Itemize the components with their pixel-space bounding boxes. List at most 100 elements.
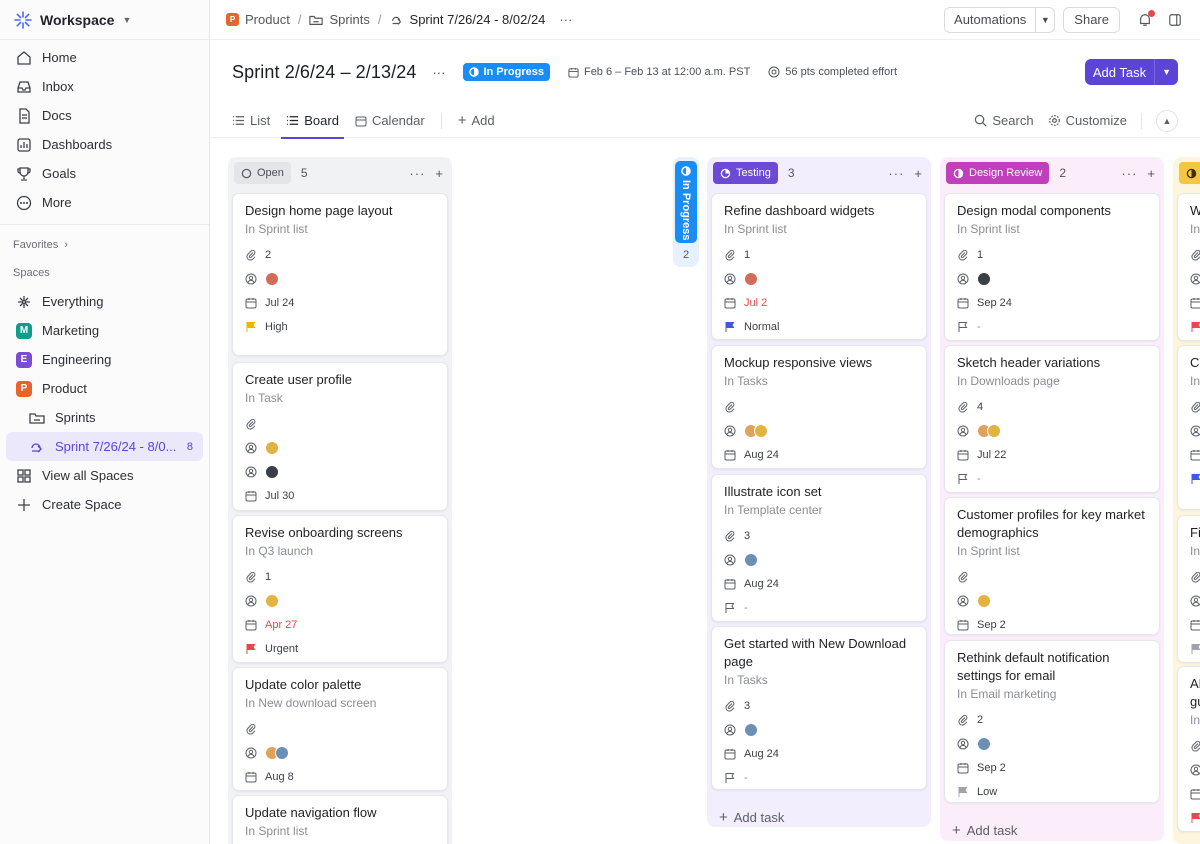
priority-row[interactable]: Normal — [724, 315, 914, 339]
sidebar-item-view-all-spaces[interactable]: View all Spaces — [6, 461, 203, 490]
attachments-row[interactable] — [957, 565, 1147, 589]
customize-button[interactable]: Customize — [1048, 104, 1127, 138]
due-date-row[interactable]: Sep 4 — [1190, 613, 1200, 637]
collapse-header-button[interactable]: ▲ — [1156, 109, 1178, 132]
priority-row[interactable]: Low — [957, 780, 1147, 804]
assignees-row[interactable] — [245, 589, 435, 613]
task-title[interactable]: Design modal components — [957, 203, 1111, 218]
attachments-row[interactable]: 3 — [1190, 395, 1200, 419]
task-title[interactable]: Conceptualize data visualization — [1190, 355, 1200, 370]
due-date-row[interactable]: Sep 10 — [1190, 291, 1200, 315]
task-card[interactable]: Design modal components In Sprint list 1 Se… — [944, 193, 1160, 341]
assignees-row[interactable] — [245, 436, 435, 460]
task-title[interactable]: Finalize branding elements — [1190, 525, 1200, 540]
status-badge[interactable]: In Progress — [463, 63, 550, 81]
due-date-row[interactable]: Jul 24 — [245, 291, 435, 315]
task-card[interactable]: Update color palette In New download scre… — [232, 667, 448, 807]
attachments-row[interactable] — [724, 395, 914, 419]
assignees-row[interactable] — [724, 718, 914, 742]
tab-calendar[interactable]: Calendar — [355, 104, 425, 138]
due-date-row[interactable]: Aug 24 — [724, 572, 914, 596]
attachments-row[interactable]: 4 — [957, 395, 1147, 419]
task-title[interactable]: AD module on operational guides — [1190, 676, 1200, 709]
tab-board[interactable]: Board — [281, 104, 344, 139]
sprint-dates[interactable]: Feb 6 – Feb 13 at 12:00 a.m. PST — [568, 66, 750, 78]
sidebar-item-inbox[interactable]: Inbox — [6, 72, 203, 101]
due-date-row[interactable]: Sep 24 — [957, 291, 1147, 315]
assignee-avatars[interactable] — [977, 594, 991, 608]
assignee-avatars[interactable] — [265, 594, 279, 608]
assignees-row[interactable] — [724, 419, 914, 443]
sidebar-item-home[interactable]: Home — [6, 43, 203, 72]
due-date-row[interactable]: Sep 2 — [957, 613, 1147, 637]
add-task-button[interactable]: Add Task ▼ — [1084, 59, 1178, 85]
assignee-avatars[interactable] — [744, 723, 758, 737]
assignees-row[interactable] — [957, 732, 1147, 756]
due-date-row[interactable]: Aug 8 — [245, 765, 435, 789]
task-card[interactable]: AD module on operational guides In Ad cam… — [1177, 666, 1200, 832]
priority-row[interactable]: High — [245, 315, 435, 339]
sidebar-item-engineering[interactable]: E Engineering — [6, 345, 203, 374]
sidebar-toggle-button[interactable] — [1164, 9, 1186, 31]
assignee-avatars[interactable] — [265, 441, 279, 455]
task-card[interactable]: Update navigation flow In Sprint list — [232, 795, 448, 844]
status-pill[interactable]: Needs Update — [1179, 162, 1200, 184]
sidebar-item-sprints[interactable]: Sprints — [6, 403, 203, 432]
status-pill[interactable]: Open — [234, 162, 291, 184]
status-pill[interactable]: Testing — [713, 162, 778, 184]
task-title[interactable]: Mockup responsive views — [724, 355, 873, 370]
favorites-section[interactable]: Favorites › — [0, 231, 209, 259]
task-card[interactable]: Refine dashboard widgets In Sprint list 1 J… — [711, 193, 927, 340]
sidebar-item-product[interactable]: P Product — [6, 374, 203, 403]
assignee-avatars[interactable] — [977, 737, 991, 751]
attachments-row[interactable]: 1 — [957, 243, 1147, 267]
status-pill[interactable]: Design Review — [946, 162, 1050, 184]
task-title[interactable]: Rethink default notification settings fo… — [957, 650, 1110, 683]
assignees-row[interactable] — [957, 267, 1147, 291]
due-date-row[interactable]: Jul 2 — [724, 291, 914, 315]
breadcrumb-current-sprint[interactable]: Sprint 7/26/24 - 8/02/24 — [409, 12, 546, 27]
sidebar-item-goals[interactable]: Goals — [6, 159, 203, 188]
due-date-row[interactable]: Jul 22 — [957, 443, 1147, 467]
task-title[interactable]: Refine dashboard widgets — [724, 203, 875, 218]
column-more-button[interactable]: ··· — [409, 165, 426, 181]
title-more-button[interactable]: ··· — [432, 64, 446, 80]
tab-list[interactable]: List — [232, 104, 270, 138]
collapsed-column-in-progress[interactable]: In Progress 2 — [673, 157, 699, 267]
task-card[interactable]: Wireframe checkout process In Sprint list… — [1177, 193, 1200, 341]
status-pill-in-progress[interactable]: In Progress — [675, 161, 697, 243]
task-card[interactable]: Customer profiles for key market demogra… — [944, 497, 1160, 655]
attachments-row[interactable]: 2 — [1190, 565, 1200, 589]
priority-row[interactable]: - — [957, 315, 1147, 339]
assignee-avatars[interactable] — [977, 424, 1001, 438]
search-button[interactable]: Search — [974, 104, 1034, 138]
assignees-row[interactable] — [245, 741, 435, 765]
task-title[interactable]: Get started with New Download page — [724, 636, 907, 669]
attachments-row[interactable] — [245, 412, 435, 436]
sidebar-item-dashboards[interactable]: Dashboards — [6, 130, 203, 159]
priority-row[interactable]: - — [724, 596, 914, 620]
task-card[interactable]: Revise onboarding screens In Q3 launch 1 Ap… — [232, 515, 448, 663]
assignees-row[interactable] — [724, 548, 914, 572]
due-date-row[interactable]: Sep 21 — [1190, 782, 1200, 806]
task-card[interactable]: Sketch header variations In Downloads pag… — [944, 345, 1160, 493]
sidebar-item-active-sprint[interactable]: Sprint 7/26/24 - 8/0... 8 — [6, 432, 203, 461]
priority-row[interactable]: Urgent — [245, 637, 435, 661]
assignee-avatars[interactable] — [744, 272, 758, 286]
task-title[interactable]: Create user profile — [245, 372, 352, 387]
attachments-row[interactable]: 1 — [724, 243, 914, 267]
assignees-row[interactable] — [1190, 419, 1200, 443]
task-card[interactable]: Get started with New Download page In Tas… — [711, 626, 927, 790]
attachments-row[interactable]: 2 — [957, 708, 1147, 732]
assignees-row[interactable] — [1190, 589, 1200, 613]
priority-row[interactable]: - — [724, 766, 914, 790]
task-title[interactable]: Sketch header variations — [957, 355, 1101, 370]
assignees-row[interactable] — [1190, 267, 1200, 291]
task-title[interactable]: Wireframe checkout process — [1190, 203, 1200, 218]
assignees-row[interactable] — [957, 589, 1147, 613]
task-title[interactable]: Design home page layout — [245, 203, 393, 218]
sidebar-item-marketing[interactable]: M Marketing — [6, 316, 203, 345]
task-card[interactable]: Conceptualize data visualization In Tasks… — [1177, 345, 1200, 510]
